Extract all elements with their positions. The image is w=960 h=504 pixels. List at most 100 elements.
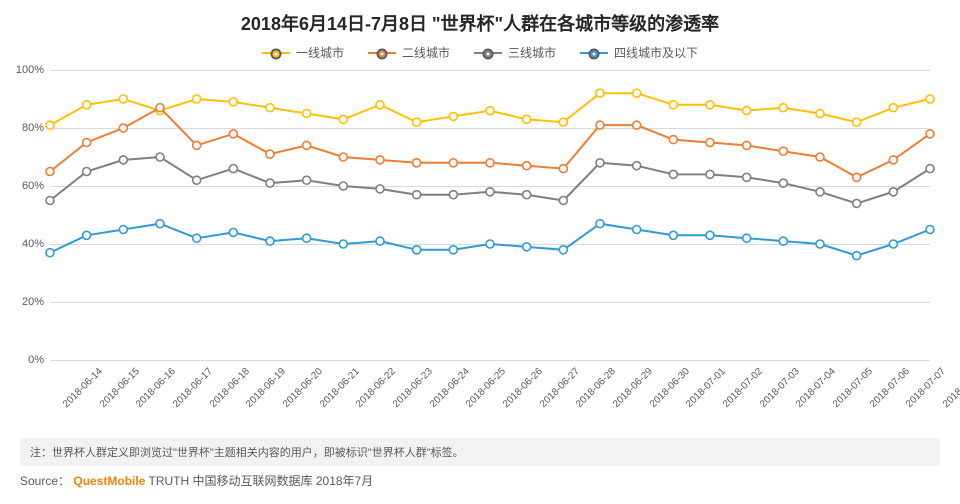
data-marker bbox=[449, 191, 457, 199]
data-marker bbox=[376, 185, 384, 193]
data-marker bbox=[706, 170, 714, 178]
data-marker bbox=[119, 124, 127, 132]
data-marker bbox=[229, 98, 237, 106]
data-marker bbox=[119, 226, 127, 234]
footnote: 注：世界杯人群定义即浏览过"世界杯"主题相关内容的用户，即被标识"世界杯人群"标… bbox=[20, 438, 940, 466]
data-marker bbox=[669, 101, 677, 109]
legend-label: 二线城市 bbox=[402, 44, 450, 61]
data-marker bbox=[83, 231, 91, 239]
data-marker bbox=[853, 118, 861, 126]
chart-container: 2018年6月14日-7月8日 "世界杯"人群在各城市等级的渗透率 一线城市 二线… bbox=[0, 0, 960, 504]
legend: 一线城市 二线城市 三线城市 四线城市及以下 bbox=[0, 44, 960, 61]
data-marker bbox=[46, 197, 54, 205]
data-marker bbox=[376, 237, 384, 245]
y-tick-label: 100% bbox=[16, 64, 50, 76]
data-marker bbox=[926, 165, 934, 173]
data-marker bbox=[339, 182, 347, 190]
legend-item: 四线城市及以下 bbox=[580, 44, 698, 61]
data-marker bbox=[523, 115, 531, 123]
data-marker bbox=[926, 130, 934, 138]
legend-label: 一线城市 bbox=[296, 44, 344, 61]
y-tick-label: 60% bbox=[22, 180, 50, 192]
data-marker bbox=[266, 104, 274, 112]
data-marker bbox=[853, 252, 861, 260]
data-marker bbox=[119, 95, 127, 103]
data-marker bbox=[669, 170, 677, 178]
data-marker bbox=[743, 234, 751, 242]
data-marker bbox=[889, 104, 897, 112]
data-marker bbox=[743, 173, 751, 181]
legend-item: 二线城市 bbox=[368, 44, 450, 61]
y-tick-label: 40% bbox=[22, 238, 50, 250]
x-axis-labels: 2018-06-142018-06-152018-06-162018-06-17… bbox=[50, 360, 930, 440]
data-marker bbox=[156, 104, 164, 112]
data-marker bbox=[486, 188, 494, 196]
data-marker bbox=[46, 168, 54, 176]
data-marker bbox=[229, 130, 237, 138]
data-marker bbox=[156, 153, 164, 161]
data-marker bbox=[523, 162, 531, 170]
data-marker bbox=[706, 101, 714, 109]
data-marker bbox=[853, 173, 861, 181]
data-marker bbox=[523, 243, 531, 251]
data-marker bbox=[779, 147, 787, 155]
data-marker bbox=[889, 188, 897, 196]
chart-title: 2018年6月14日-7月8日 "世界杯"人群在各城市等级的渗透率 bbox=[0, 0, 960, 36]
y-tick-label: 20% bbox=[22, 296, 50, 308]
data-marker bbox=[706, 231, 714, 239]
data-marker bbox=[889, 240, 897, 248]
data-marker bbox=[633, 162, 641, 170]
legend-item: 三线城市 bbox=[474, 44, 556, 61]
data-marker bbox=[559, 165, 567, 173]
data-marker bbox=[376, 156, 384, 164]
data-marker bbox=[559, 197, 567, 205]
data-marker bbox=[926, 226, 934, 234]
data-marker bbox=[559, 118, 567, 126]
data-marker bbox=[83, 168, 91, 176]
data-marker bbox=[706, 139, 714, 147]
data-marker bbox=[743, 141, 751, 149]
data-marker bbox=[413, 159, 421, 167]
data-marker bbox=[339, 115, 347, 123]
data-marker bbox=[523, 191, 531, 199]
data-marker bbox=[743, 107, 751, 115]
data-marker bbox=[633, 121, 641, 129]
data-marker bbox=[816, 153, 824, 161]
data-marker bbox=[266, 150, 274, 158]
source-suffix: TRUTH 中国移动互联网数据库 2018年7月 bbox=[149, 474, 374, 488]
data-marker bbox=[633, 89, 641, 97]
data-marker bbox=[853, 199, 861, 207]
data-marker bbox=[596, 121, 604, 129]
source-line: Source： QuestMobile TRUTH 中国移动互联网数据库 201… bbox=[20, 472, 373, 489]
data-marker bbox=[376, 101, 384, 109]
data-marker bbox=[413, 118, 421, 126]
plot-svg bbox=[50, 70, 930, 360]
data-marker bbox=[303, 176, 311, 184]
data-marker bbox=[449, 246, 457, 254]
data-marker bbox=[486, 159, 494, 167]
data-marker bbox=[779, 104, 787, 112]
data-marker bbox=[449, 112, 457, 120]
y-tick-label: 80% bbox=[22, 122, 50, 134]
data-marker bbox=[193, 176, 201, 184]
data-marker bbox=[229, 228, 237, 236]
data-marker bbox=[816, 240, 824, 248]
data-marker bbox=[303, 141, 311, 149]
data-marker bbox=[229, 165, 237, 173]
data-marker bbox=[486, 240, 494, 248]
legend-label: 三线城市 bbox=[508, 44, 556, 61]
data-marker bbox=[266, 179, 274, 187]
data-marker bbox=[596, 89, 604, 97]
data-marker bbox=[156, 220, 164, 228]
data-marker bbox=[339, 153, 347, 161]
data-marker bbox=[83, 139, 91, 147]
source-brand: QuestMobile bbox=[73, 474, 145, 488]
data-marker bbox=[889, 156, 897, 164]
plot-area: 0%20%40%60%80%100% bbox=[50, 70, 930, 360]
data-marker bbox=[669, 136, 677, 144]
data-marker bbox=[596, 220, 604, 228]
data-marker bbox=[193, 141, 201, 149]
data-marker bbox=[633, 226, 641, 234]
data-marker bbox=[816, 110, 824, 118]
data-marker bbox=[266, 237, 274, 245]
